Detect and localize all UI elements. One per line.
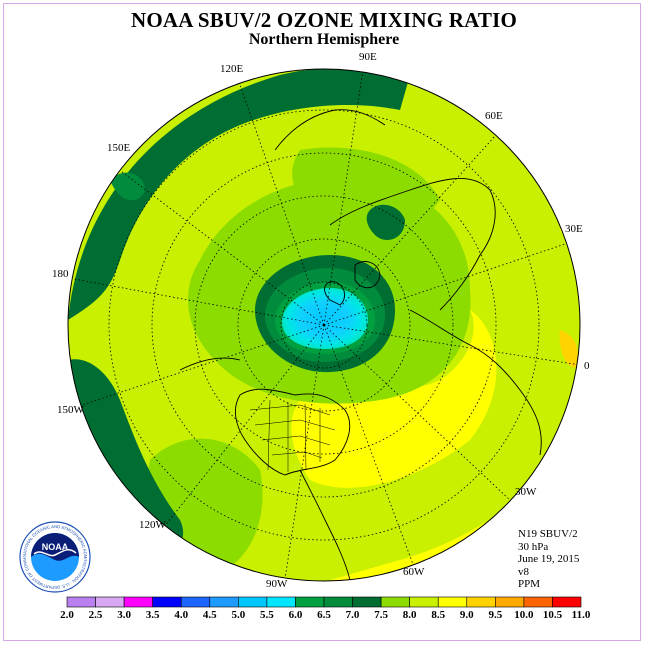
label-60w: 60W: [403, 566, 425, 578]
contour-9-0-patch: [559, 330, 578, 368]
info-units: PPM: [518, 578, 541, 590]
colorbar-tick-label: 5.0: [231, 609, 246, 621]
meridian-lines: [68, 69, 580, 580]
info-level: 30 hPa: [518, 540, 549, 553]
info-satellite: N19 SBUV/2: [518, 528, 578, 540]
contour-7-5-north: [292, 147, 440, 226]
colorbar-tick-label: 7.5: [374, 609, 388, 621]
label-120w: 120W: [139, 519, 166, 531]
latitude-circles: [108, 109, 540, 541]
data-info: N19 SBUV/2 30 hPa June 19, 2015 v8 PPM: [518, 528, 579, 591]
noaa-logo: NOAA NATIONAL OCEANIC AND ATMOSPHERIC AD…: [18, 520, 91, 593]
logo-text: NOAA: [42, 542, 69, 552]
label-30w: 30W: [515, 486, 537, 498]
page-subtitle: Northern Hemisphere: [248, 31, 400, 48]
label-120e: 120E: [220, 63, 244, 75]
contour-7-0-siberia: [366, 204, 405, 240]
colorbar-tick-label: 10.0: [514, 609, 534, 621]
label-150w: 150W: [57, 404, 84, 416]
colorbar-tick-label: 6.0: [288, 609, 303, 621]
label-0: 0: [584, 360, 590, 372]
label-30e: 30E: [565, 223, 583, 235]
colorbar-tick-label: 11.0: [571, 609, 591, 621]
colorbar-tick-label: 8.5: [431, 609, 446, 621]
label-90e: 90E: [359, 51, 377, 63]
colorbar-tick-label: 9.5: [488, 609, 503, 621]
contour-5-5-vortex-core: [282, 288, 368, 350]
label-180: 180: [52, 268, 69, 280]
info-version: v8: [518, 565, 529, 578]
colorbar-tick-label: 3.0: [117, 609, 131, 621]
colorbar-tick-label: 4.0: [174, 609, 189, 621]
colorbar-tick-label: 5.5: [260, 609, 274, 621]
colorbar-tick-label: 7.0: [345, 609, 360, 621]
label-60e: 60E: [485, 110, 503, 122]
colorbar-tick-label: 10.5: [542, 609, 563, 621]
contour-6-5-patch: [110, 172, 145, 201]
label-90w: 90W: [266, 578, 288, 590]
colorbar-tick-label: 6.5: [317, 609, 331, 621]
label-150e: 150E: [107, 142, 131, 154]
contour-8-5-atlantic: [291, 310, 497, 488]
colorbar-tick-label: 2.0: [60, 609, 74, 621]
colorbar-tick-label: 9.0: [459, 609, 474, 621]
ozone-contours: [68, 69, 580, 581]
contour-7-0-west-band: [68, 359, 184, 553]
colorbar-tick-label: 3.5: [145, 609, 160, 621]
colorbar-tick-label: 8.0: [402, 609, 417, 621]
coastlines: [179, 109, 542, 581]
colorbar-tick-label: 4.5: [202, 609, 217, 621]
globe-outline: [67, 68, 581, 582]
us-state-lines: [249, 399, 336, 472]
colorbar-tick-label: 2.5: [88, 609, 103, 621]
info-date: June 19, 2015: [518, 553, 580, 565]
figure-border: [3, 3, 641, 641]
page-title: NOAA SBUV/2 OZONE MIXING RATIO: [131, 8, 517, 32]
